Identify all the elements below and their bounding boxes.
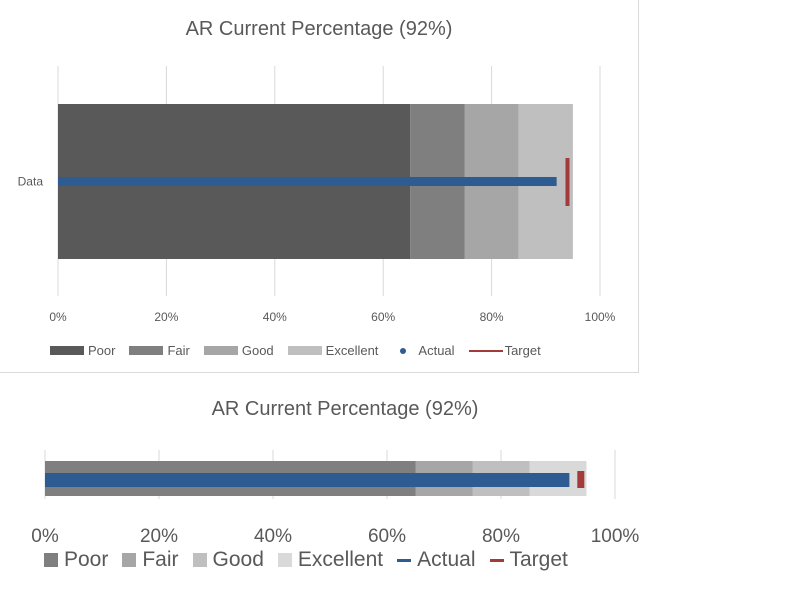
legend-item-actual: Actual [392, 343, 455, 358]
legend-label-good: Good [241, 343, 274, 358]
x-tick-label: 40% [263, 310, 287, 324]
x-tick-label: 100% [591, 526, 640, 547]
legend-line-target [489, 558, 504, 562]
legend-line-actual [397, 558, 412, 562]
legend-item-excellent: Excellent [287, 343, 379, 358]
legend-label-fair: Fair [142, 548, 179, 571]
bullet-chart-1: AR Current Percentage (92%) 0% 20% 40% 60% 8… [0, 0, 639, 373]
x-tick-label: 40% [254, 526, 292, 547]
actual-bar [45, 473, 570, 487]
chart-plot-2: 0% 20% 40% 60% 80% 100% [31, 450, 640, 547]
chart-title: AR Current Percentage (92%) [211, 398, 479, 420]
x-tick-label: 60% [371, 310, 395, 324]
legend-item-good: Good [192, 548, 264, 572]
actual-bar [58, 177, 557, 186]
bullet-chart-2: AR Current Percentage (92%) 0% 20% 40% 60% 8… [0, 380, 690, 595]
x-tick-label: 20% [154, 310, 178, 324]
legend-label-actual: Actual [417, 548, 476, 571]
legend-label-excellent: Excellent [297, 548, 384, 571]
legend-swatch-poor [50, 346, 84, 355]
chart-legend-1: Poor Fair Good Excellent Actual Target [50, 343, 555, 358]
x-tick-label: 60% [368, 526, 406, 547]
legend-swatch-excellent [287, 346, 322, 355]
target-marker [577, 471, 585, 488]
x-tick-label: 100% [585, 310, 616, 324]
legend-label-poor: Poor [88, 343, 116, 358]
legend-swatch-fair [122, 553, 137, 567]
legend-item-good: Good [203, 343, 274, 358]
legend-label-poor: Poor [64, 548, 109, 571]
legend-item-target: Target [468, 343, 541, 358]
x-tick-label: 80% [482, 526, 520, 547]
x-tick-label: 80% [480, 310, 504, 324]
legend-label-excellent: Excellent [325, 343, 379, 358]
x-tick-label: 20% [140, 526, 178, 547]
legend-line-target [468, 349, 503, 352]
chart-title: AR Current Percentage (92%) [185, 18, 453, 40]
legend-swatch-excellent [277, 553, 292, 567]
legend-label-target: Target [509, 548, 568, 571]
legend-item-poor: Poor [44, 548, 108, 572]
chart-legend-2: Poor Fair Good Excellent Actual Target [44, 548, 582, 572]
x-tick-label: 0% [31, 526, 59, 547]
legend-label-good: Good [212, 548, 264, 571]
legend-label-fair: Fair [167, 343, 190, 358]
legend-swatch-good [192, 553, 207, 567]
legend-marker-actual [400, 347, 407, 354]
legend-item-actual: Actual [397, 548, 476, 572]
legend-label-target: Target [504, 343, 541, 358]
legend-item-fair: Fair [129, 343, 190, 358]
category-label: Data [18, 175, 44, 189]
legend-swatch-fair [129, 346, 164, 355]
legend-item-target: Target [489, 548, 568, 572]
chart-plot-1: 0% 20% 40% 60% 80% 100% Data [18, 66, 616, 324]
target-marker [565, 158, 570, 206]
legend-item-fair: Fair [122, 548, 179, 572]
legend-swatch-poor [44, 553, 58, 567]
legend-swatch-good [203, 346, 238, 355]
legend-item-excellent: Excellent [277, 548, 384, 572]
legend-label-actual: Actual [418, 343, 455, 358]
x-tick-label: 0% [49, 310, 67, 324]
legend-item-poor: Poor [50, 343, 115, 358]
